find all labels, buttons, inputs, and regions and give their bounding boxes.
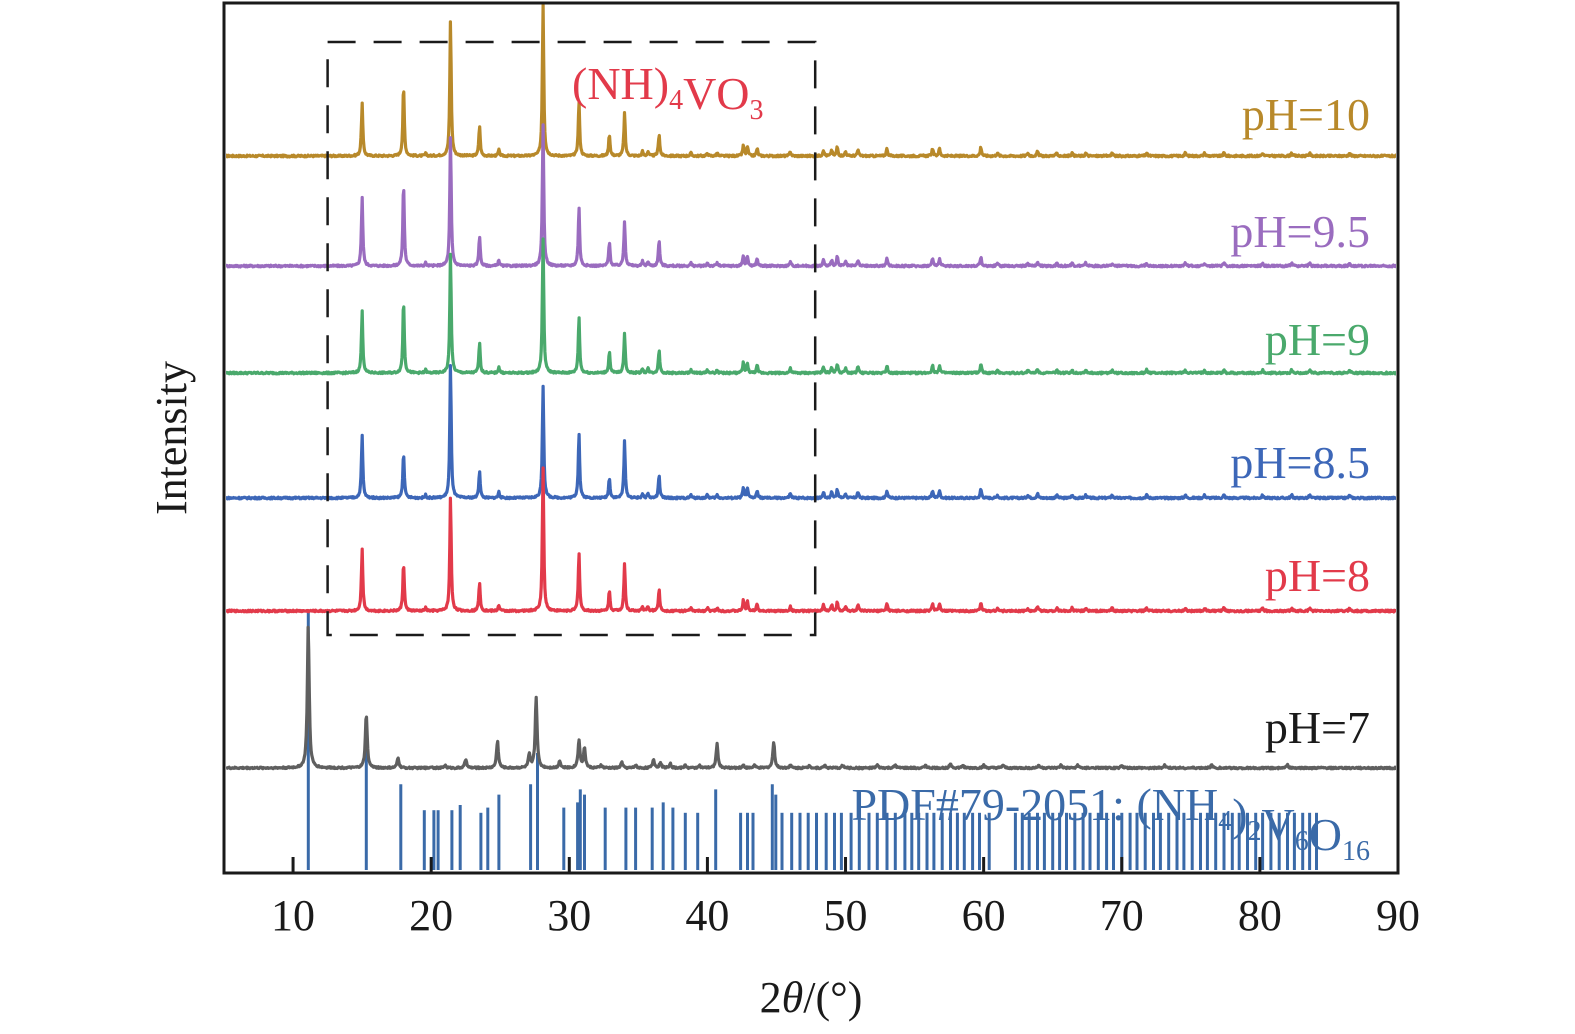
x-tick-label: 30 bbox=[547, 891, 591, 940]
series-traces bbox=[226, 4, 1396, 771]
x-tick-label: 10 bbox=[271, 891, 315, 940]
x-tick-label: 60 bbox=[962, 891, 1006, 940]
trace-ph-8 bbox=[226, 466, 1396, 614]
series-label-ph-8: pH=8 bbox=[1265, 550, 1370, 601]
x-axis-tick-labels: 10 20 30 40 50 60 70 80 90 bbox=[271, 891, 1420, 940]
nh4vo3-annotation-label: (NH)4VO3 bbox=[572, 58, 764, 126]
x-tick-label: 40 bbox=[685, 891, 729, 940]
x-axis-title: 2θ/(°) bbox=[760, 973, 863, 1022]
x-tick-label: 50 bbox=[824, 891, 868, 940]
x-axis-ticks bbox=[291, 857, 1400, 873]
x-tick-label: 70 bbox=[1100, 891, 1144, 940]
x-tick-label: 90 bbox=[1376, 891, 1420, 940]
trace-ph-9 bbox=[226, 237, 1396, 376]
trace-ph-7 bbox=[226, 625, 1396, 771]
series-label-ph-7: pH=7 bbox=[1265, 702, 1370, 753]
plot-frame bbox=[222, 1, 1400, 875]
x-tick-label: 80 bbox=[1238, 891, 1282, 940]
reference-label: PDF#79-2051: (NH4)2V6O16 bbox=[851, 779, 1370, 867]
series-label-ph-10: pH=10 bbox=[1242, 89, 1370, 140]
series-label-ph-9: pH=9 bbox=[1265, 314, 1370, 365]
reference-sticks bbox=[306, 610, 1318, 870]
series-label-ph-9-5: pH=9.5 bbox=[1230, 206, 1370, 257]
x-tick-label: 20 bbox=[409, 891, 453, 940]
nh4vo3-annotation-box bbox=[326, 40, 817, 637]
series-labels: pH=10 pH=9.5 pH=9 pH=8.5 pH=8 pH=7 bbox=[1230, 89, 1370, 753]
trace-ph-9-5 bbox=[226, 123, 1396, 269]
y-axis-title: Intensity bbox=[147, 361, 196, 515]
trace-ph-8-5 bbox=[226, 364, 1396, 501]
trace-ph-10 bbox=[226, 4, 1396, 159]
series-label-ph-8-5: pH=8.5 bbox=[1230, 437, 1370, 488]
